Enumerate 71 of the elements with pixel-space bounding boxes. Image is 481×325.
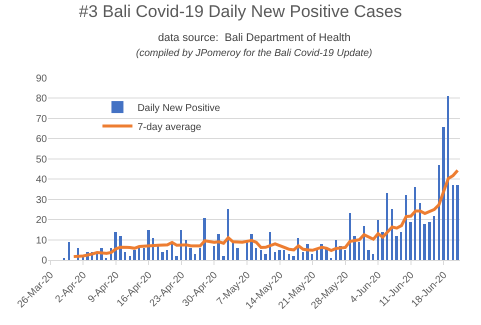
bar bbox=[302, 252, 304, 260]
legend-label: 7-day average bbox=[137, 122, 202, 133]
bar bbox=[246, 242, 248, 260]
bar bbox=[278, 250, 281, 260]
y-tick-label: 60 bbox=[36, 134, 48, 146]
legend-label: Daily New Positive bbox=[137, 102, 221, 114]
bar bbox=[260, 250, 262, 260]
bar bbox=[161, 252, 164, 260]
bar bbox=[143, 248, 145, 260]
bar bbox=[227, 209, 229, 260]
bar bbox=[255, 248, 257, 260]
y-tick-label: 70 bbox=[36, 114, 48, 125]
bar bbox=[395, 236, 398, 260]
bar bbox=[316, 250, 318, 260]
bar bbox=[232, 242, 234, 260]
bar bbox=[447, 96, 449, 260]
bar bbox=[438, 165, 440, 260]
bar bbox=[236, 248, 239, 260]
bar bbox=[414, 187, 416, 260]
bar bbox=[133, 250, 136, 260]
text: (compiled by JPomeroy for the Bali Covid-19 Update) bbox=[136, 48, 372, 59]
y-tick-label: 40 bbox=[36, 174, 48, 186]
bar bbox=[400, 232, 402, 260]
bar bbox=[124, 252, 126, 260]
bar bbox=[419, 203, 421, 260]
bar bbox=[180, 230, 182, 260]
y-tick-label: 0 bbox=[41, 256, 48, 266]
bar bbox=[213, 246, 215, 260]
bar bbox=[292, 256, 295, 260]
y-tick-label: 20 bbox=[36, 215, 48, 226]
bar bbox=[283, 250, 285, 260]
bar bbox=[147, 230, 150, 260]
y-tick-label: 30 bbox=[36, 194, 48, 206]
bar bbox=[367, 250, 370, 260]
bar bbox=[199, 248, 201, 260]
bar bbox=[138, 248, 140, 260]
bar bbox=[452, 185, 454, 260]
line-series bbox=[72, 168, 460, 258]
bar bbox=[372, 254, 374, 260]
bar bbox=[157, 246, 159, 260]
bar bbox=[222, 256, 225, 260]
bar bbox=[264, 254, 267, 260]
bar bbox=[194, 254, 196, 260]
bar bbox=[456, 185, 459, 260]
chart-title: #3 Bali Covid-19 Daily New Positive Cases bbox=[78, 2, 402, 21]
bar bbox=[442, 127, 445, 260]
bar bbox=[203, 218, 206, 260]
bar bbox=[428, 222, 431, 260]
bar bbox=[288, 254, 290, 260]
bar bbox=[166, 250, 168, 260]
bar bbox=[391, 209, 393, 260]
bar bbox=[189, 248, 192, 260]
bar bbox=[386, 193, 388, 260]
bar bbox=[349, 213, 351, 260]
bar bbox=[175, 256, 178, 260]
y-tick-label: 50 bbox=[36, 154, 48, 166]
bar bbox=[96, 254, 98, 260]
bar bbox=[129, 256, 131, 260]
bar bbox=[405, 195, 407, 260]
bar bbox=[433, 216, 435, 260]
y-tick-label: 80 bbox=[36, 94, 48, 105]
bar bbox=[409, 222, 412, 260]
bar bbox=[358, 242, 360, 260]
bar bbox=[423, 224, 426, 260]
bar bbox=[311, 254, 313, 260]
y-tick-label: 10 bbox=[36, 235, 48, 246]
chart-subtitle: data source: Bali Department of Health bbox=[158, 32, 351, 44]
bar bbox=[68, 242, 70, 260]
y-tick-label: 90 bbox=[36, 74, 48, 84]
bar bbox=[274, 252, 276, 260]
bar bbox=[344, 250, 346, 260]
